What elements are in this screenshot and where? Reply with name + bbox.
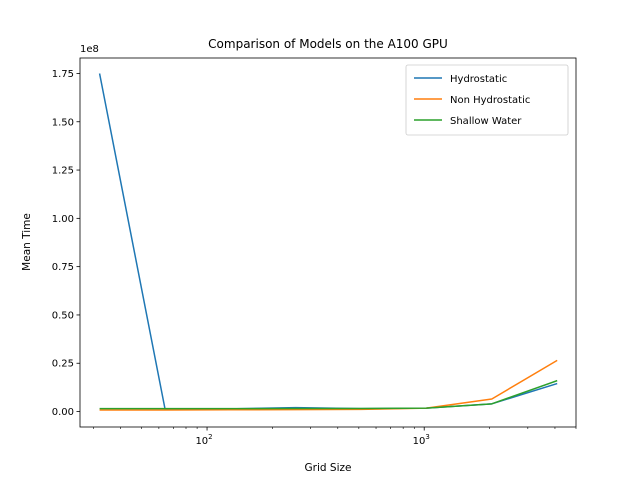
y-tick-label: 0.25: [52, 359, 74, 370]
y-tick-label: 1.50: [52, 117, 74, 128]
y-tick-label: 1.75: [52, 69, 74, 80]
legend-entry-label: Non Hydrostatic: [450, 95, 530, 106]
series-line-non-hydrostatic: [99, 359, 558, 411]
legend-box: [405, 64, 569, 136]
y-tick-label: 0.75: [52, 262, 74, 273]
y-axis-label: Mean Time: [21, 213, 33, 271]
y-axis-ticks: 0.00 0.25 0.50 0.75 1.00 1.25 1.50 1.75: [52, 69, 80, 418]
plot-frame: [79, 57, 577, 428]
legend-entry-label: Hydrostatic: [450, 74, 507, 85]
series-line-shallow-water: [99, 379, 558, 410]
x-axis-label: Grid Size: [305, 462, 352, 474]
y-tick-label: 0.00: [52, 407, 74, 418]
y-tick-label: 1.00: [52, 214, 74, 225]
x-tick-label: 103: [413, 433, 430, 447]
y-tick-label: 1.25: [52, 166, 74, 177]
legend-entry-label: Shallow Water: [450, 116, 522, 127]
y-offset-label: 1e8: [80, 44, 99, 55]
x-tick-label: 102: [195, 433, 212, 447]
chart-title: Comparison of Models on the A100 GPU: [208, 37, 448, 51]
y-tick-label: 0.50: [52, 310, 74, 321]
legend: Hydrostatic Non Hydrostatic Shallow Water: [405, 64, 569, 136]
plot-lines: [98, 73, 558, 411]
